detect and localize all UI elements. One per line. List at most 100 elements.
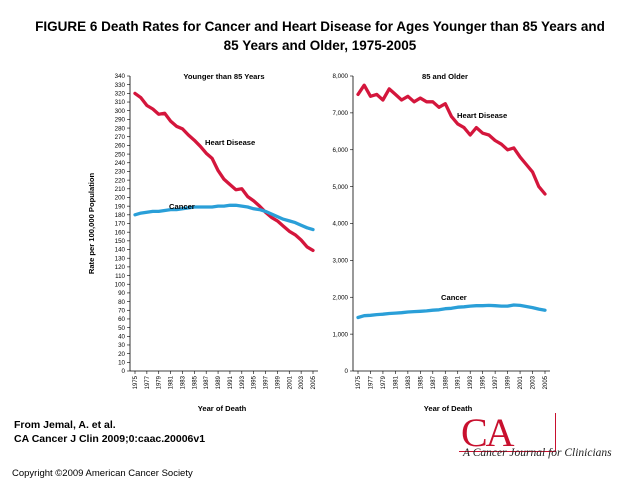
x-tick-label: 1991	[228, 375, 234, 389]
source-line-1: From Jemal, A. et al.	[14, 419, 116, 431]
y-tick-label: 30	[118, 342, 125, 349]
x-tick-label: 2003	[299, 375, 305, 389]
y-tick-label: 300	[115, 108, 126, 115]
x-tick-label: 1979	[381, 375, 387, 389]
y-tick-label: 270	[115, 134, 126, 141]
x-tick-label: 1983	[180, 375, 186, 389]
x-tick-label: 2005	[311, 375, 317, 389]
copyright-notice: Copyright ©2009 American Cancer Society	[12, 468, 193, 479]
y-tick-label: 80	[118, 299, 125, 306]
y-tick-label: 3,000	[333, 258, 349, 265]
y-tick-label: 230	[115, 169, 126, 176]
heart-disease-series-label: Heart Disease	[205, 138, 255, 147]
figure-title-line-2: 85 Years and Older, 1975-2005	[223, 38, 417, 53]
y-tick-label: 120	[115, 264, 126, 271]
y-axis-label: Rate per 100,000 Population	[87, 173, 96, 275]
y-tick-label: 250	[115, 151, 126, 158]
panel-title: 85 and Older	[422, 72, 468, 81]
y-tick-label: 0	[122, 368, 126, 375]
x-tick-label: 1989	[216, 375, 222, 389]
x-tick-label: 1987	[204, 375, 210, 389]
cancer-series-label: Cancer	[169, 202, 195, 211]
x-tick-label: 1995	[252, 375, 258, 389]
x-tick-label: 2001	[518, 375, 524, 389]
y-tick-label: 260	[115, 143, 126, 150]
x-tick-label: 1993	[468, 375, 474, 389]
y-tick-label: 8,000	[333, 73, 349, 80]
x-tick-label: 1987	[431, 375, 437, 389]
x-tick-label: 1979	[157, 375, 163, 389]
y-tick-label: 1,000	[333, 331, 349, 338]
y-tick-label: 290	[115, 117, 126, 124]
x-tick-label: 1999	[506, 375, 512, 389]
x-tick-label: 2005	[543, 375, 549, 389]
y-tick-label: 10	[118, 360, 125, 367]
x-tick-label: 1985	[192, 375, 198, 389]
y-tick-label: 190	[115, 203, 126, 210]
x-tick-label: 1981	[393, 375, 399, 389]
panel-title: Younger than 85 Years	[183, 72, 264, 81]
y-tick-label: 220	[115, 177, 126, 184]
heart-disease-series-label: Heart Disease	[457, 111, 507, 120]
x-axis-label: Year of Death	[424, 404, 473, 413]
logo-frame	[459, 413, 556, 452]
x-tick-label: 1975	[356, 375, 362, 389]
y-tick-label: 310	[115, 99, 126, 106]
y-tick-label: 200	[115, 195, 126, 202]
journal-logo: CA A Cancer Journal for Clinicians	[459, 410, 613, 463]
y-tick-label: 5,000	[333, 184, 349, 191]
y-tick-label: 340	[115, 73, 126, 80]
y-tick-label: 210	[115, 186, 126, 193]
cancer-series-label: Cancer	[441, 293, 467, 302]
x-tick-label: 2003	[531, 375, 537, 389]
y-tick-label: 100	[115, 281, 126, 288]
y-tick-label: 2,000	[333, 294, 349, 301]
cancer-series-line	[133, 203, 315, 232]
heart-disease-series-line	[356, 83, 547, 196]
y-tick-label: 160	[115, 229, 126, 236]
y-tick-label: 170	[115, 221, 126, 228]
figure-title: FIGURE 6 Death Rates for Cancer and Hear…	[10, 17, 630, 55]
y-tick-label: 4,000	[333, 221, 349, 228]
y-tick-label: 180	[115, 212, 126, 219]
source-line-2: CA Cancer J Clin 2009;0:caac.20006v1	[14, 433, 206, 445]
x-tick-label: 1993	[240, 375, 246, 389]
x-tick-label: 1977	[145, 375, 151, 389]
x-tick-label: 1997	[493, 375, 499, 389]
y-tick-label: 150	[115, 238, 126, 245]
x-tick-label: 1989	[443, 375, 449, 389]
y-tick-label: 110	[115, 273, 125, 280]
x-tick-label: 1995	[481, 375, 487, 389]
y-tick-label: 280	[115, 125, 126, 132]
x-tick-label: 1977	[368, 375, 374, 389]
y-tick-label: 6,000	[333, 147, 349, 154]
y-tick-label: 60	[118, 316, 125, 323]
x-tick-label: 1985	[418, 375, 424, 389]
source-citation: From Jemal, A. et al. CA Cancer J Clin 2…	[14, 418, 205, 446]
y-tick-label: 330	[115, 82, 126, 89]
cancer-series-line	[356, 303, 547, 320]
y-tick-label: 7,000	[333, 110, 349, 117]
y-tick-label: 40	[118, 333, 125, 340]
logo-subtitle: A Cancer Journal for Clinicians	[463, 447, 612, 459]
y-tick-label: 240	[115, 160, 126, 167]
y-tick-label: 0	[345, 368, 349, 375]
y-tick-label: 140	[115, 247, 126, 254]
y-tick-label: 320	[115, 91, 126, 98]
x-tick-label: 1997	[264, 375, 270, 389]
figure-title-line-1: FIGURE 6 Death Rates for Cancer and Hear…	[35, 19, 605, 34]
logo-mark: CA	[461, 410, 515, 455]
heart-disease-series-line	[133, 91, 315, 253]
x-tick-label: 1981	[169, 375, 175, 389]
x-tick-label: 1991	[456, 375, 462, 389]
y-tick-label: 130	[115, 255, 126, 262]
y-tick-label: 50	[118, 325, 125, 332]
y-tick-label: 20	[118, 351, 125, 358]
x-tick-label: 1983	[406, 375, 412, 389]
y-tick-label: 70	[118, 307, 125, 314]
x-axis-label: Year of Death	[198, 404, 247, 413]
x-tick-label: 1975	[133, 375, 139, 389]
y-tick-label: 90	[118, 290, 125, 297]
x-tick-label: 2001	[287, 375, 293, 389]
